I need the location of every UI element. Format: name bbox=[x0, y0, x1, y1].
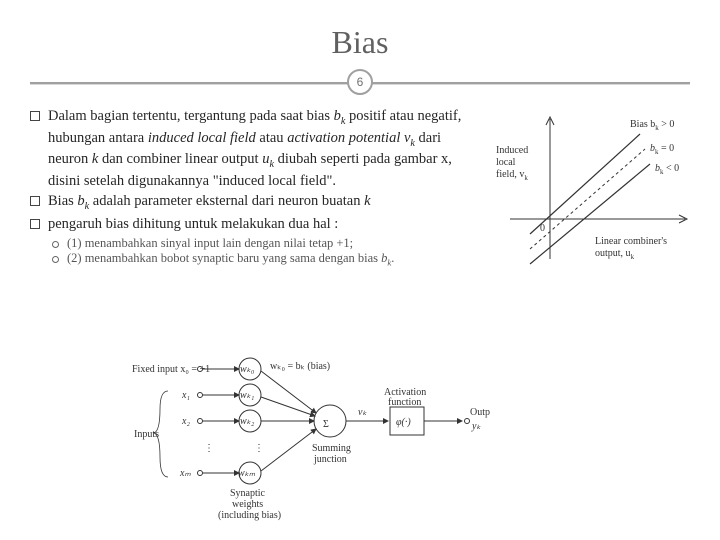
svg-text:Output: Output bbox=[470, 407, 490, 418]
sub-bullet-2: (2) menambahkan bobot synaptic baru yang… bbox=[52, 251, 482, 268]
svg-text:weights: weights bbox=[232, 499, 263, 510]
square-bullet-icon bbox=[30, 219, 40, 229]
svg-text:wₖ₂: wₖ₂ bbox=[240, 416, 255, 427]
text-column: Dalam bagian tertentu, tergantung pada s… bbox=[30, 107, 482, 269]
svg-text:Fixed input x₀ = +1: Fixed input x₀ = +1 bbox=[132, 364, 210, 375]
svg-text:(including bias): (including bias) bbox=[218, 510, 281, 521]
svg-text:wₖ₀: wₖ₀ bbox=[240, 364, 255, 375]
slide-title: Bias bbox=[30, 24, 690, 61]
svg-text:⋮: ⋮ bbox=[204, 443, 214, 454]
bias-graph: Induced local field, vk Bias bk > 0 bk =… bbox=[490, 109, 690, 284]
sub-1-text: (1) menambahkan sinyal input lain dengan… bbox=[67, 236, 353, 252]
svg-text:bk = 0: bk = 0 bbox=[650, 143, 674, 156]
svg-text:Inputs: Inputs bbox=[134, 429, 159, 440]
circle-bullet-icon bbox=[52, 256, 59, 263]
svg-text:Linear combiner's: Linear combiner's bbox=[595, 236, 667, 247]
svg-text:wₖ₁: wₖ₁ bbox=[240, 390, 254, 401]
svg-text:Bias bk > 0: Bias bk > 0 bbox=[630, 119, 674, 132]
sub-bullets: (1) menambahkan sinyal input lain dengan… bbox=[52, 236, 482, 269]
svg-text:φ(·): φ(·) bbox=[396, 417, 411, 428]
bullet-1: Dalam bagian tertentu, tergantung pada s… bbox=[30, 107, 482, 190]
svg-text:x₁: x₁ bbox=[181, 390, 190, 401]
svg-text:output, uk: output, uk bbox=[595, 248, 635, 261]
sub-bullet-1: (1) menambahkan sinyal input lain dengan… bbox=[52, 236, 482, 252]
bullet-1-text: Dalam bagian tertentu, tergantung pada s… bbox=[48, 107, 482, 190]
svg-text:Induced: Induced bbox=[496, 145, 528, 156]
svg-text:xₘ: xₘ bbox=[179, 468, 191, 479]
svg-text:wₖ₀ = bₖ (bias): wₖ₀ = bₖ (bias) bbox=[270, 361, 330, 372]
bullet-2-text: Bias bk adalah parameter eksternal dari … bbox=[48, 192, 371, 214]
graph-column: Induced local field, vk Bias bk > 0 bk =… bbox=[490, 109, 690, 289]
square-bullet-icon bbox=[30, 196, 40, 206]
square-bullet-icon bbox=[30, 111, 40, 121]
svg-text:yₖ: yₖ bbox=[471, 421, 481, 432]
svg-text:Synaptic: Synaptic bbox=[230, 488, 266, 499]
svg-text:0: 0 bbox=[540, 223, 545, 234]
svg-text:field, vk: field, vk bbox=[496, 169, 528, 182]
svg-text:junction: junction bbox=[313, 454, 347, 465]
content-row: Dalam bagian tertentu, tergantung pada s… bbox=[30, 107, 690, 289]
svg-text:Summing: Summing bbox=[312, 443, 351, 454]
bullet-3: pengaruh bias dihitung untuk melakukan d… bbox=[30, 215, 482, 233]
svg-text:local: local bbox=[496, 157, 516, 168]
svg-text:bk < 0: bk < 0 bbox=[655, 163, 679, 176]
circle-bullet-icon bbox=[52, 241, 59, 248]
svg-text:x₂: x₂ bbox=[181, 416, 190, 427]
svg-text:function: function bbox=[388, 397, 421, 408]
neuron-diagram: ⋮ Fixed input x₀ = +1 x₁ x₂ xₘ Inputs ⋮ … bbox=[130, 351, 490, 526]
slide: Bias 6 Dalam bagian tertentu, tergantung… bbox=[0, 0, 720, 540]
bullet-3-text: pengaruh bias dihitung untuk melakukan d… bbox=[48, 215, 338, 233]
svg-text:⋮: ⋮ bbox=[254, 443, 264, 454]
svg-text:Σ: Σ bbox=[323, 419, 329, 430]
bullet-2: Bias bk adalah parameter eksternal dari … bbox=[30, 192, 482, 214]
page-number: 6 bbox=[347, 69, 373, 95]
svg-text:vₖ: vₖ bbox=[358, 407, 367, 418]
sub-2-text: (2) menambahkan bobot synaptic baru yang… bbox=[67, 251, 394, 268]
divider: 6 bbox=[30, 69, 690, 97]
svg-text:wₖₘ: wₖₘ bbox=[238, 468, 256, 479]
